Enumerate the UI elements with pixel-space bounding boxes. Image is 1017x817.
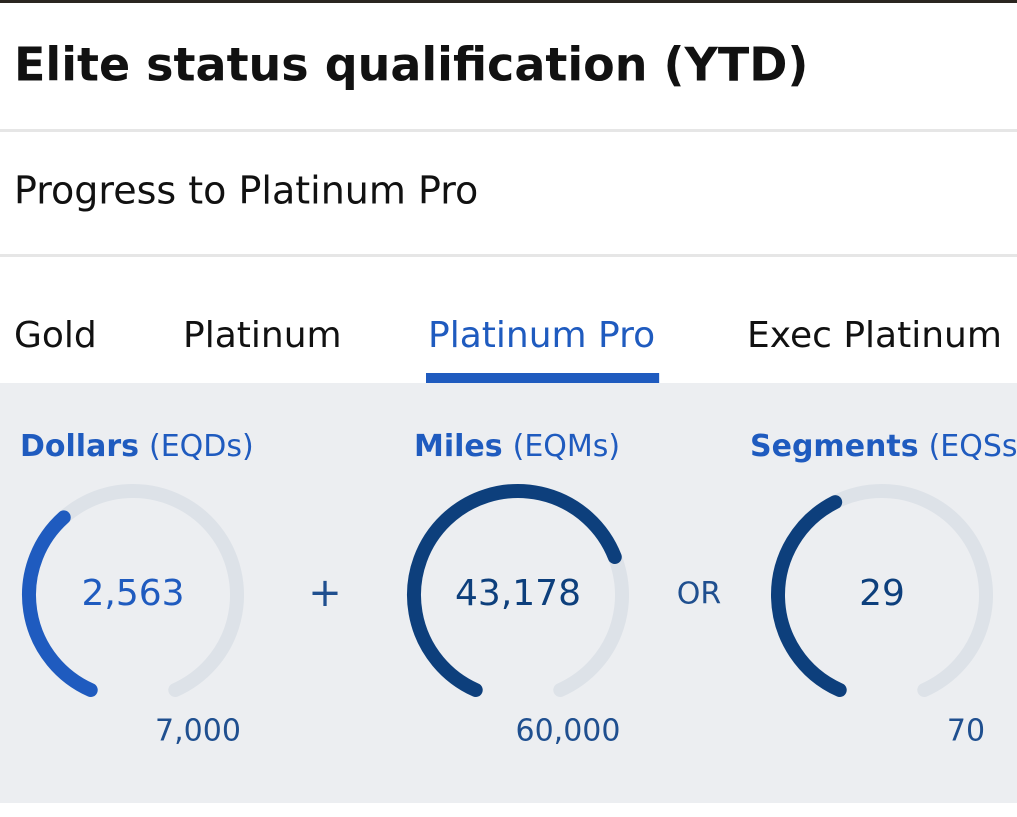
gauge-arc	[407, 484, 622, 698]
title: Elite status qualification (YTD)	[14, 38, 808, 92]
gauge-max: 70	[947, 714, 985, 749]
divider	[0, 254, 1017, 257]
gauge-max: 7,000	[155, 714, 241, 749]
gauge-heading: Segments (EQSs)	[750, 429, 1017, 464]
divider	[0, 129, 1017, 132]
gauge-heading: Miles (EQMs)	[414, 429, 620, 464]
tab[interactable]: Gold	[14, 315, 97, 356]
tab[interactable]: Exec Platinum	[747, 315, 1002, 356]
gauge-unit: (EQSs)	[929, 429, 1017, 464]
subtitle: Progress to Platinum Pro	[14, 169, 478, 213]
gauge-value: 2,563	[81, 573, 184, 614]
gauge-name: Segments	[750, 429, 919, 464]
gauge-name: Dollars	[20, 429, 139, 464]
gauge-panel	[0, 383, 1017, 803]
gauge-heading: Dollars (EQDs)	[20, 429, 254, 464]
gauge-max: 60,000	[516, 714, 621, 749]
gauge-value: 29	[859, 573, 905, 614]
tab[interactable]: Platinum Pro	[428, 315, 655, 356]
separator: OR	[677, 577, 721, 612]
gauge-unit: (EQDs)	[149, 429, 254, 464]
tab[interactable]: Platinum	[183, 315, 342, 356]
separator: +	[308, 570, 342, 616]
gauge-name: Miles	[414, 429, 503, 464]
gauge-unit: (EQMs)	[513, 429, 621, 464]
gauge-arc	[22, 510, 98, 698]
top-edge	[0, 0, 1017, 3]
tab-underline	[426, 373, 660, 383]
gauge-value: 43,178	[455, 573, 581, 614]
gauge-arc	[771, 495, 847, 698]
